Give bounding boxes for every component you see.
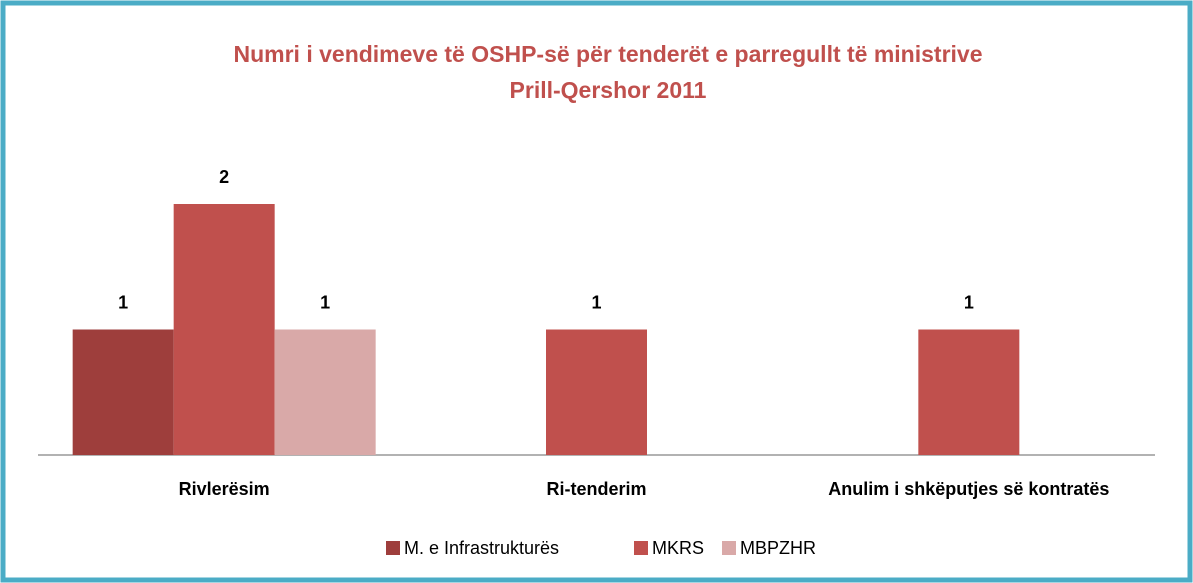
legend-swatch [634,541,648,555]
bar [918,329,1020,455]
x-tick-label: Ri-tenderim [546,479,646,499]
x-tick-label: Rivlerësim [179,479,270,499]
bar [274,329,376,455]
bar [173,204,275,455]
legend-swatch [722,541,736,555]
data-label: 2 [219,167,229,187]
legend-label: MKRS [652,538,704,558]
bar [546,329,647,455]
legend-label: M. e Infrastrukturës [404,538,559,558]
data-label: 1 [591,292,601,312]
chart-subtitle: Prill-Qershor 2011 [510,77,707,103]
data-label: 1 [320,292,330,312]
data-label: 1 [118,292,128,312]
chart-title: Numri i vendimeve të OSHP-së për tenderë… [233,41,982,67]
legend-label: MBPZHR [740,538,816,558]
data-label: 1 [964,292,974,312]
x-tick-label: Anulim i shkëputjes së kontratës [828,479,1109,499]
legend-swatch [386,541,400,555]
bar [72,329,174,455]
